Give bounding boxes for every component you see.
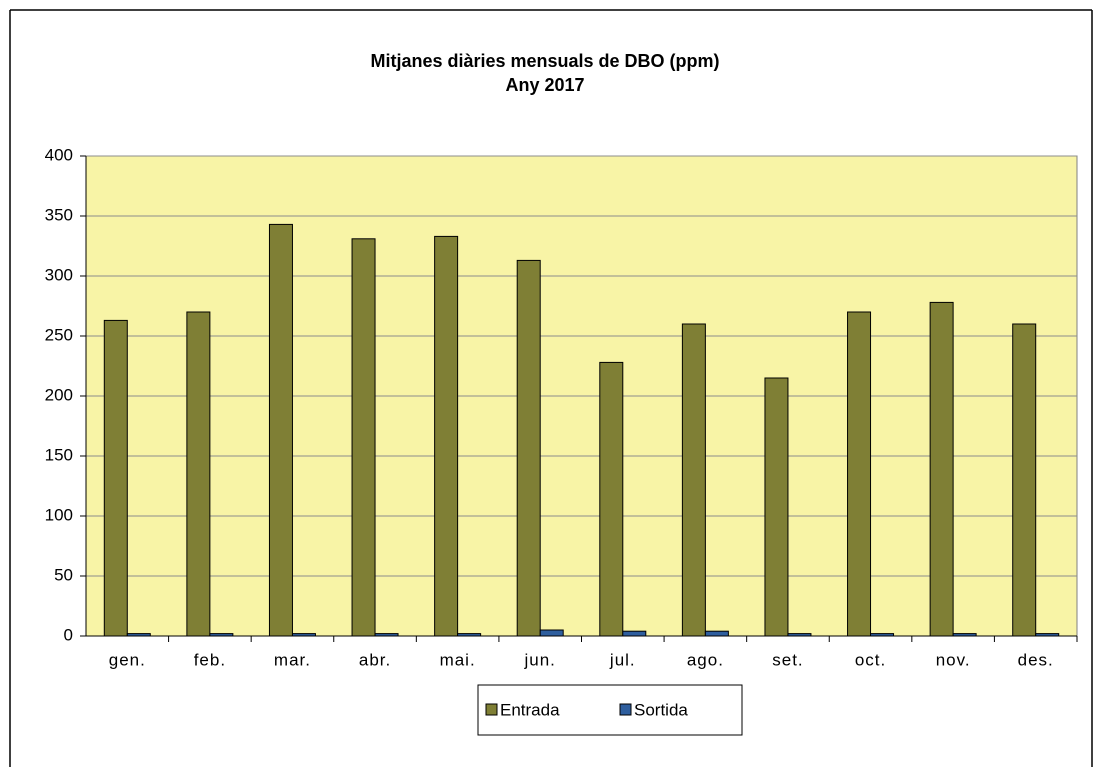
bar [622, 630, 647, 637]
y-tick-label: 0 [64, 625, 73, 644]
bar [764, 377, 789, 637]
y-tick-label: 150 [45, 445, 73, 464]
y-tick-label: 50 [54, 565, 73, 584]
bar [681, 323, 706, 637]
x-tick-label: nov. [936, 650, 971, 669]
bar [374, 633, 399, 637]
y-tick-label: 350 [45, 205, 73, 224]
y-tick-label: 400 [45, 145, 73, 164]
bar [434, 235, 459, 637]
legend-swatch [619, 703, 632, 716]
bar [209, 633, 234, 637]
x-tick-label: jul. [609, 650, 636, 669]
x-tick-label: ago. [687, 650, 724, 669]
bar [847, 311, 872, 637]
y-tick-label: 200 [45, 385, 73, 404]
bar [1012, 323, 1037, 637]
bar [787, 633, 812, 637]
bar [291, 633, 316, 637]
x-tick-label: set. [772, 650, 803, 669]
bar [539, 629, 564, 637]
legend-label: Entrada [500, 700, 560, 719]
x-tick-label: feb. [194, 650, 226, 669]
bar [268, 223, 293, 637]
x-tick-label: des. [1018, 650, 1054, 669]
bar [704, 630, 729, 637]
bar [103, 319, 128, 637]
bar [599, 361, 624, 637]
bar [126, 633, 151, 637]
y-tick-label: 250 [45, 325, 73, 344]
x-tick-label: gen. [109, 650, 146, 669]
x-tick-label: mai. [440, 650, 476, 669]
bar [516, 259, 541, 637]
chart-title: Mitjanes diàries mensuals de DBO (ppm) [370, 51, 719, 71]
chart-subtitle: Any 2017 [505, 75, 584, 95]
y-tick-label: 300 [45, 265, 73, 284]
legend-swatch [485, 703, 498, 716]
bar [870, 633, 895, 637]
bar [929, 301, 954, 637]
x-tick-label: jun. [523, 650, 555, 669]
x-tick-label: oct. [855, 650, 886, 669]
bar [1035, 633, 1060, 637]
y-tick-label: 100 [45, 505, 73, 524]
bar [186, 311, 211, 637]
legend-box [477, 684, 743, 736]
x-tick-label: abr. [359, 650, 391, 669]
bar [457, 633, 482, 637]
x-tick-label: mar. [274, 650, 311, 669]
bar [351, 238, 376, 637]
bar [952, 633, 977, 637]
legend-label: Sortida [634, 700, 688, 719]
